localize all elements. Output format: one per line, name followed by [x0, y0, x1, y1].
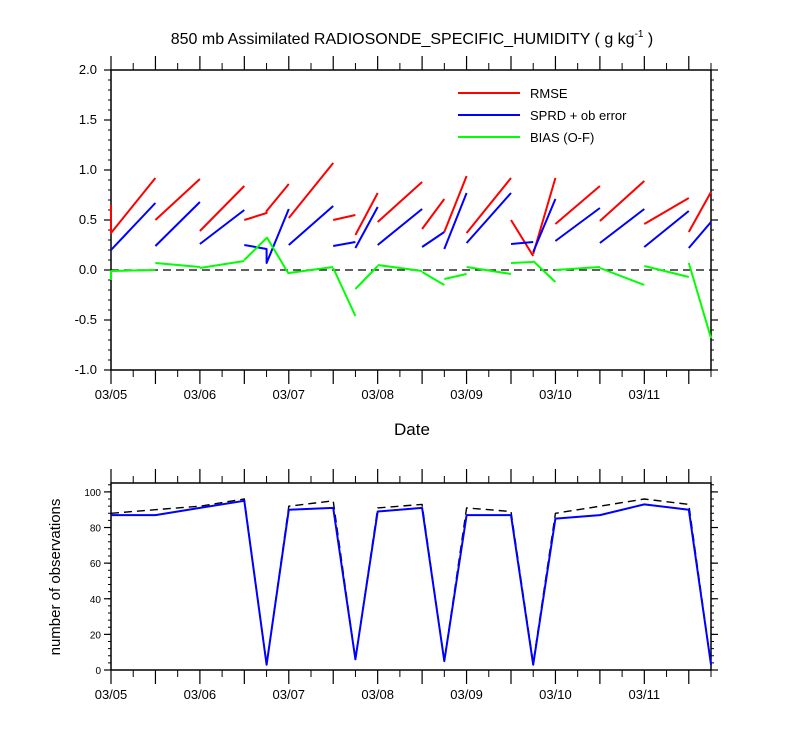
series-line-sprd	[599, 208, 645, 244]
series-line-sprd	[510, 241, 534, 245]
series-line-bias	[421, 271, 445, 286]
series-line-bias	[377, 264, 423, 272]
bottom-xtick-label: 03/10	[539, 687, 572, 702]
series-rmse	[110, 162, 712, 257]
top-xtick-label: 03/08	[361, 387, 394, 402]
title-exponent: -1	[635, 29, 644, 40]
bottom-ytick-label: 20	[90, 630, 102, 641]
series-line-rmse	[154, 178, 201, 221]
series-line-sprd	[199, 209, 245, 245]
chart-title: 850 mb Assimilated RADIOSONDE_SPECIFIC_H…	[171, 29, 654, 48]
top-ytick-label: 1.5	[79, 112, 97, 127]
top-xtick-label: 03/10	[539, 387, 572, 402]
series-line-bias	[644, 265, 690, 278]
bottom-xtick-label: 03/07	[273, 687, 306, 702]
series-line-bias	[510, 261, 534, 264]
series-line-sprd	[554, 207, 601, 242]
series-line-rmse	[554, 185, 601, 225]
series-line-bias	[444, 273, 467, 280]
bottom-xtick-label: 03/08	[361, 687, 394, 702]
title-tail: )	[643, 31, 653, 48]
series-line-sprd	[288, 205, 334, 246]
top-plot-area: 2.0 1.5 1.0 0.5 0.0 -0.5 -1.0 03/05 03/06 03/07 03…	[75, 56, 718, 402]
series-sprd	[110, 192, 712, 264]
series-line-rmse	[332, 214, 356, 221]
series-line-rmse	[354, 192, 379, 236]
series-line-sprd	[688, 221, 712, 249]
series-line-bias	[599, 267, 645, 286]
series-line-rmse	[288, 162, 334, 219]
series-line-bias	[532, 260, 557, 283]
top-xtick-label: 03/11	[629, 387, 661, 402]
legend-label-sprd: SPRD + ob error	[530, 108, 627, 123]
bottom-plot-area: 100 80 60 40 20 0 03/05 03/06 03/07 03/08 03/09 03/…	[84, 469, 718, 702]
series-line-rmse	[110, 177, 157, 234]
series-line-bias	[332, 267, 357, 317]
series-line-bias	[265, 236, 290, 275]
series-line-assimilated-observations	[111, 499, 712, 666]
bottom-xtick-label: 03/05	[95, 687, 128, 702]
top-xtick-label: 03/09	[450, 387, 483, 402]
series-line-total-observations	[110, 498, 712, 666]
series-line-sprd	[443, 192, 468, 250]
series-line-sprd	[333, 241, 356, 247]
bottom-xtick-label: 03/11	[629, 687, 661, 702]
series-line-bias	[288, 266, 334, 274]
series-line-rmse	[377, 181, 423, 223]
top-ytick-label: -1.0	[75, 362, 97, 377]
top-xtick-label: 03/07	[273, 387, 306, 402]
bottom-ytick-label: 40	[90, 595, 102, 606]
series-line-rmse	[643, 197, 690, 225]
series-line-rmse	[465, 177, 512, 234]
top-ytick-label: 0.0	[79, 262, 97, 277]
series-line-sprd	[154, 201, 201, 247]
legend-label-bias: BIAS (O-F)	[530, 130, 594, 145]
bottom-xtick-label: 03/06	[184, 687, 217, 702]
series-line-bias	[354, 265, 379, 290]
x-axis-label: Date	[394, 420, 430, 439]
y-axis-label-observations: number of observations	[47, 499, 64, 656]
bottom-xtick-label: 03/09	[450, 687, 483, 702]
bottom-frame	[110, 482, 712, 671]
top-xtick-label: 03/05	[95, 387, 128, 402]
series-line-bias	[555, 266, 600, 271]
legend: RMSE SPRD + ob error BIAS (O-F)	[458, 86, 627, 145]
top-ytick-label: 0.5	[79, 212, 97, 227]
top-ytick-label: -0.5	[75, 312, 97, 327]
bottom-ytick-label: 80	[90, 524, 102, 535]
series-line-sprd	[421, 231, 445, 248]
series-line-bias	[466, 266, 512, 275]
series-line-sprd	[643, 210, 690, 248]
series-line-rmse	[199, 185, 246, 232]
series-line-rmse	[687, 191, 712, 233]
bottom-ytick-label: 60	[90, 559, 102, 570]
series-line-bias	[687, 262, 712, 339]
bottom-ytick-label: 100	[84, 488, 101, 499]
series-line-sprd	[244, 208, 290, 264]
top-xtick-label: 03/06	[184, 387, 217, 402]
series-line-sprd	[110, 202, 157, 251]
series-line-rmse	[599, 180, 645, 222]
series-line-rmse	[443, 175, 468, 233]
series-line-bias	[110, 269, 156, 280]
series-line-bias	[199, 260, 245, 269]
series-line-rmse	[421, 198, 446, 230]
series-line-sprd	[465, 192, 512, 244]
series-line-sprd	[354, 206, 379, 249]
series-line-sprd	[377, 208, 423, 246]
bottom-ytick-label: 0	[95, 666, 101, 677]
series-line-rmse	[244, 183, 290, 221]
top-ytick-label: 1.0	[79, 162, 97, 177]
series-line-bias	[155, 262, 200, 268]
legend-label-rmse: RMSE	[530, 86, 568, 101]
series-line-bias	[243, 237, 268, 261]
series-line-rmse	[510, 219, 535, 257]
top-ytick-label: 2.0	[79, 62, 97, 77]
series-line-sprd	[532, 198, 557, 253]
series-bias	[110, 236, 712, 339]
